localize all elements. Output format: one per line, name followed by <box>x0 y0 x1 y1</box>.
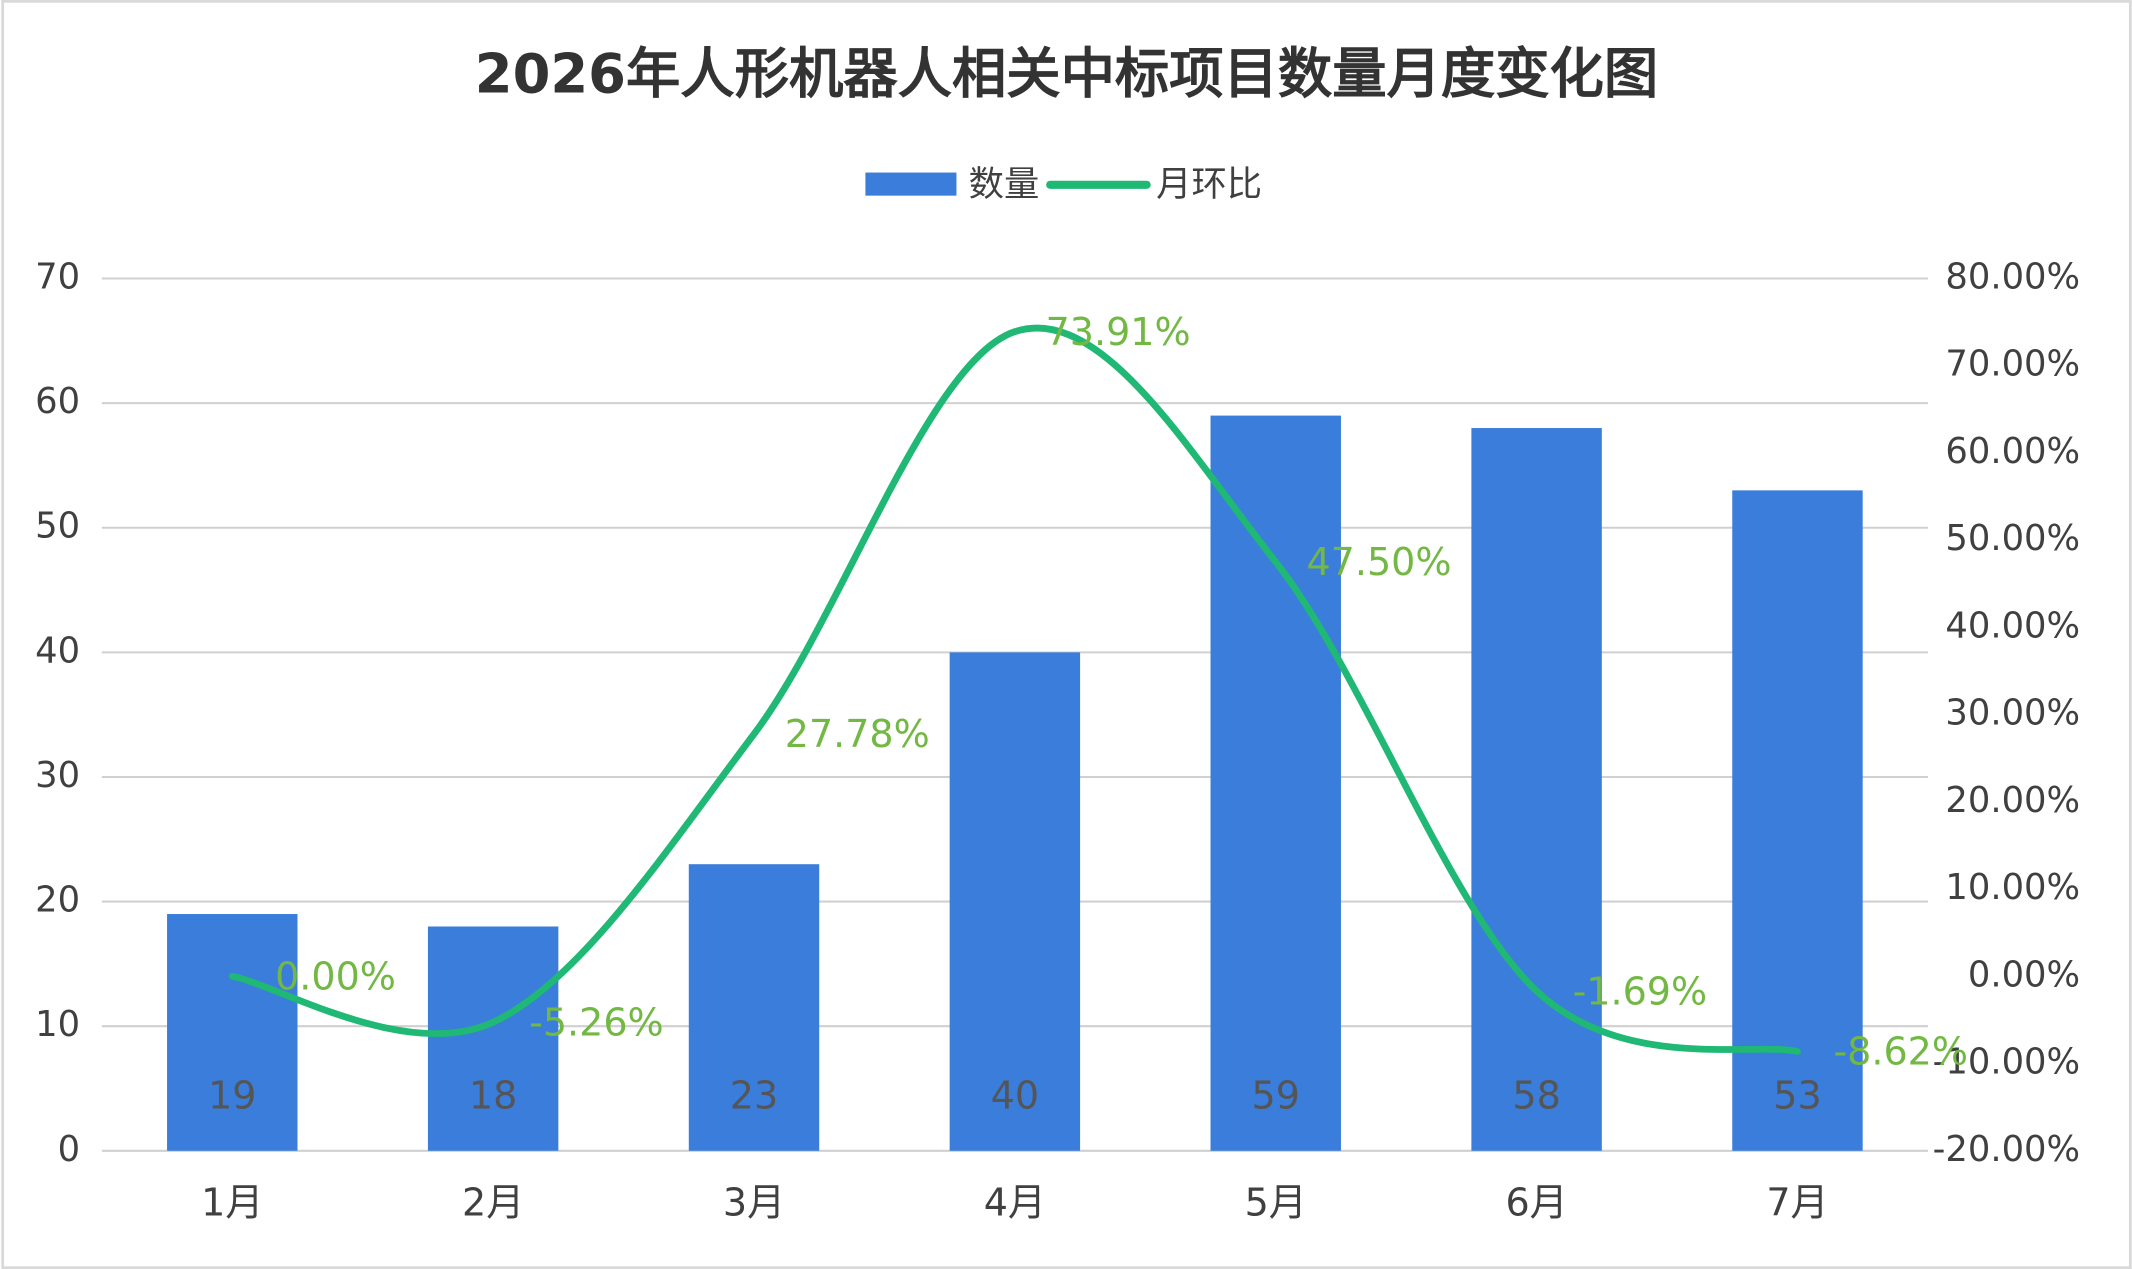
line-value-label: 47.50% <box>1306 540 1451 584</box>
x-tick-label: 2月 <box>462 1181 524 1225</box>
y-tick-label: 60 <box>35 381 80 422</box>
bar <box>167 914 298 1151</box>
y2-tick-label: 70.00% <box>1945 344 2080 385</box>
y2-tick-label: 50.00% <box>1945 518 2080 559</box>
y-tick-label: 30 <box>35 755 80 796</box>
y2-tick-label: 60.00% <box>1945 431 2080 472</box>
bar <box>1210 415 1341 1151</box>
y-tick-label: 40 <box>35 630 80 671</box>
legend-swatch <box>865 172 957 196</box>
y2-tick-label: 40.00% <box>1945 605 2080 646</box>
y-tick-label: 70 <box>35 257 80 298</box>
y-tick-label: 10 <box>35 1004 80 1045</box>
x-tick-label: 3月 <box>723 1181 785 1225</box>
bar-value-label: 18 <box>469 1073 517 1117</box>
bar <box>427 926 559 1151</box>
bar-value-label: 58 <box>1512 1073 1560 1117</box>
y2-tick-label: 30.00% <box>1945 693 2080 734</box>
bar <box>688 864 820 1151</box>
x-tick-label: 5月 <box>1245 1181 1307 1225</box>
y2-tick-label: 10.00% <box>1945 867 2080 908</box>
bar <box>1471 428 1602 1151</box>
x-tick-label: 1月 <box>201 1181 263 1225</box>
y2-tick-label: 0.00% <box>1968 954 2080 995</box>
bar <box>1732 490 1863 1151</box>
legend-label: 数量 <box>969 164 1040 205</box>
y2-tick-label: 80.00% <box>1945 257 2080 298</box>
line-value-label: 73.91% <box>1046 310 1191 354</box>
line-value-label: 0.00% <box>275 955 396 999</box>
line-value-label: -8.62% <box>1833 1030 1968 1074</box>
bar-value-label: 40 <box>991 1073 1039 1117</box>
y2-tick-label: -10.00% <box>1933 1042 2080 1083</box>
bar-value-label: 23 <box>730 1073 778 1117</box>
y-tick-label: 20 <box>35 880 80 921</box>
x-tick-label: 7月 <box>1766 1181 1828 1225</box>
line-value-label: 27.78% <box>785 712 930 756</box>
x-tick-label: 6月 <box>1505 1181 1567 1225</box>
chart-title: 2026年人形机器人相关中标项目数量月度变化图 <box>475 43 1658 106</box>
line <box>228 324 1801 1055</box>
legend-label: 月环比 <box>1156 164 1262 205</box>
y2-tick-label: 20.00% <box>1945 780 2080 821</box>
x-tick-label: 4月 <box>984 1181 1046 1225</box>
bar <box>949 652 1081 1151</box>
y-tick-label: 0 <box>58 1129 80 1170</box>
y2-tick-label: -20.00% <box>1933 1129 2080 1170</box>
bar-value-label: 59 <box>1252 1073 1300 1117</box>
bar-value-label: 53 <box>1773 1073 1821 1117</box>
y-tick-label: 50 <box>35 506 80 547</box>
line-value-label: -1.69% <box>1573 969 1708 1013</box>
bar-value-label: 19 <box>208 1073 256 1117</box>
line-value-label: -5.26% <box>529 1000 664 1044</box>
